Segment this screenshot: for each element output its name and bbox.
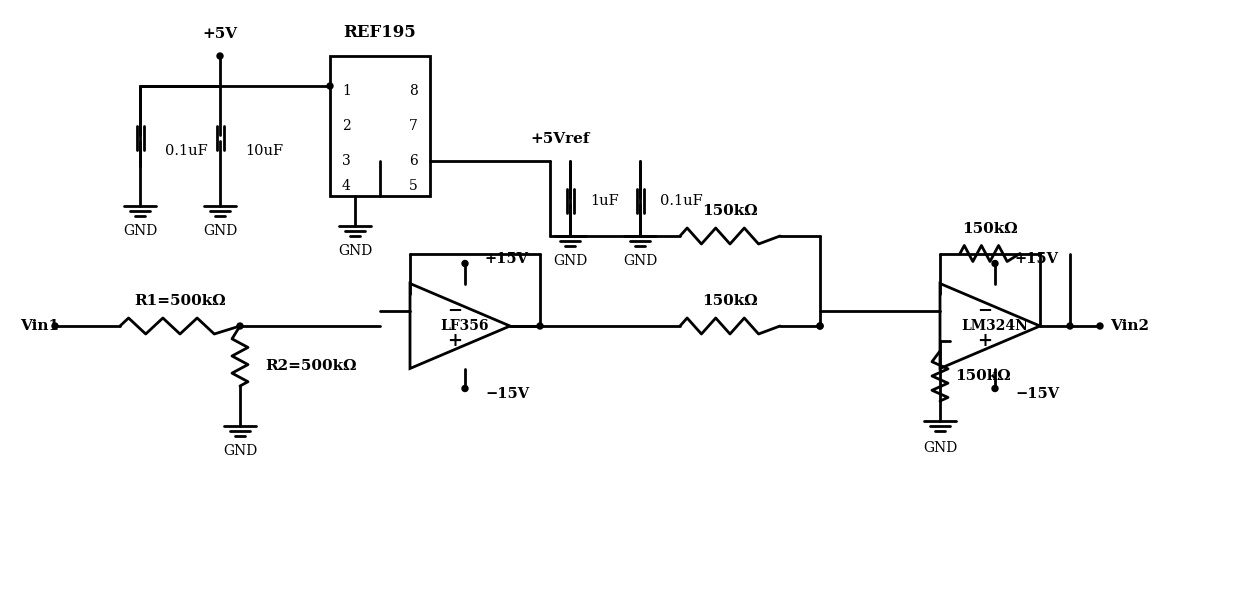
Circle shape xyxy=(537,323,543,329)
Circle shape xyxy=(463,385,467,391)
Text: 0.1uF: 0.1uF xyxy=(660,194,703,208)
Text: LM324N: LM324N xyxy=(961,319,1028,333)
Circle shape xyxy=(237,323,243,329)
Text: 8: 8 xyxy=(409,84,418,98)
Text: GND: GND xyxy=(337,244,372,258)
Text: GND: GND xyxy=(923,441,957,455)
Circle shape xyxy=(992,261,998,267)
Text: 150kΩ: 150kΩ xyxy=(962,222,1018,236)
Circle shape xyxy=(52,323,58,329)
Text: +15V: +15V xyxy=(1016,251,1059,265)
Text: GND: GND xyxy=(123,224,157,238)
Circle shape xyxy=(1066,323,1073,329)
Bar xyxy=(330,56,430,196)
Text: 7: 7 xyxy=(409,119,418,133)
Text: 150kΩ: 150kΩ xyxy=(955,369,1011,383)
Text: 0.1uF: 0.1uF xyxy=(165,144,208,158)
Text: R1=500kΩ: R1=500kΩ xyxy=(134,294,226,308)
Text: +: + xyxy=(977,332,992,350)
Circle shape xyxy=(463,261,467,267)
Circle shape xyxy=(817,323,823,329)
Text: GND: GND xyxy=(553,254,587,268)
Text: Vin1: Vin1 xyxy=(20,319,60,333)
Text: 6: 6 xyxy=(409,154,418,168)
Text: −: − xyxy=(448,302,463,320)
Circle shape xyxy=(217,53,223,59)
Text: R2=500kΩ: R2=500kΩ xyxy=(265,359,357,373)
Text: 150kΩ: 150kΩ xyxy=(702,294,758,308)
Text: Vin2: Vin2 xyxy=(1110,319,1149,333)
Text: 10uF: 10uF xyxy=(246,144,283,158)
Text: −15V: −15V xyxy=(1016,387,1059,401)
Circle shape xyxy=(992,385,998,391)
Text: LF356: LF356 xyxy=(440,319,490,333)
Circle shape xyxy=(1097,323,1104,329)
Text: +15V: +15V xyxy=(485,251,529,265)
Text: 4: 4 xyxy=(342,179,351,193)
Text: +5V: +5V xyxy=(202,27,238,41)
Text: −: − xyxy=(977,302,992,320)
Circle shape xyxy=(817,323,823,329)
Text: 5: 5 xyxy=(409,179,418,193)
Text: +: + xyxy=(448,332,463,350)
Text: GND: GND xyxy=(223,444,257,458)
Text: GND: GND xyxy=(622,254,657,268)
Text: REF195: REF195 xyxy=(343,24,417,41)
Text: −15V: −15V xyxy=(485,387,529,401)
Text: 2: 2 xyxy=(342,119,351,133)
Text: 3: 3 xyxy=(342,154,351,168)
Circle shape xyxy=(327,83,334,89)
Text: 1uF: 1uF xyxy=(590,194,619,208)
Text: GND: GND xyxy=(203,224,237,238)
Text: 1: 1 xyxy=(342,84,351,98)
Text: +5Vref: +5Vref xyxy=(529,132,589,146)
Text: 150kΩ: 150kΩ xyxy=(702,204,758,218)
